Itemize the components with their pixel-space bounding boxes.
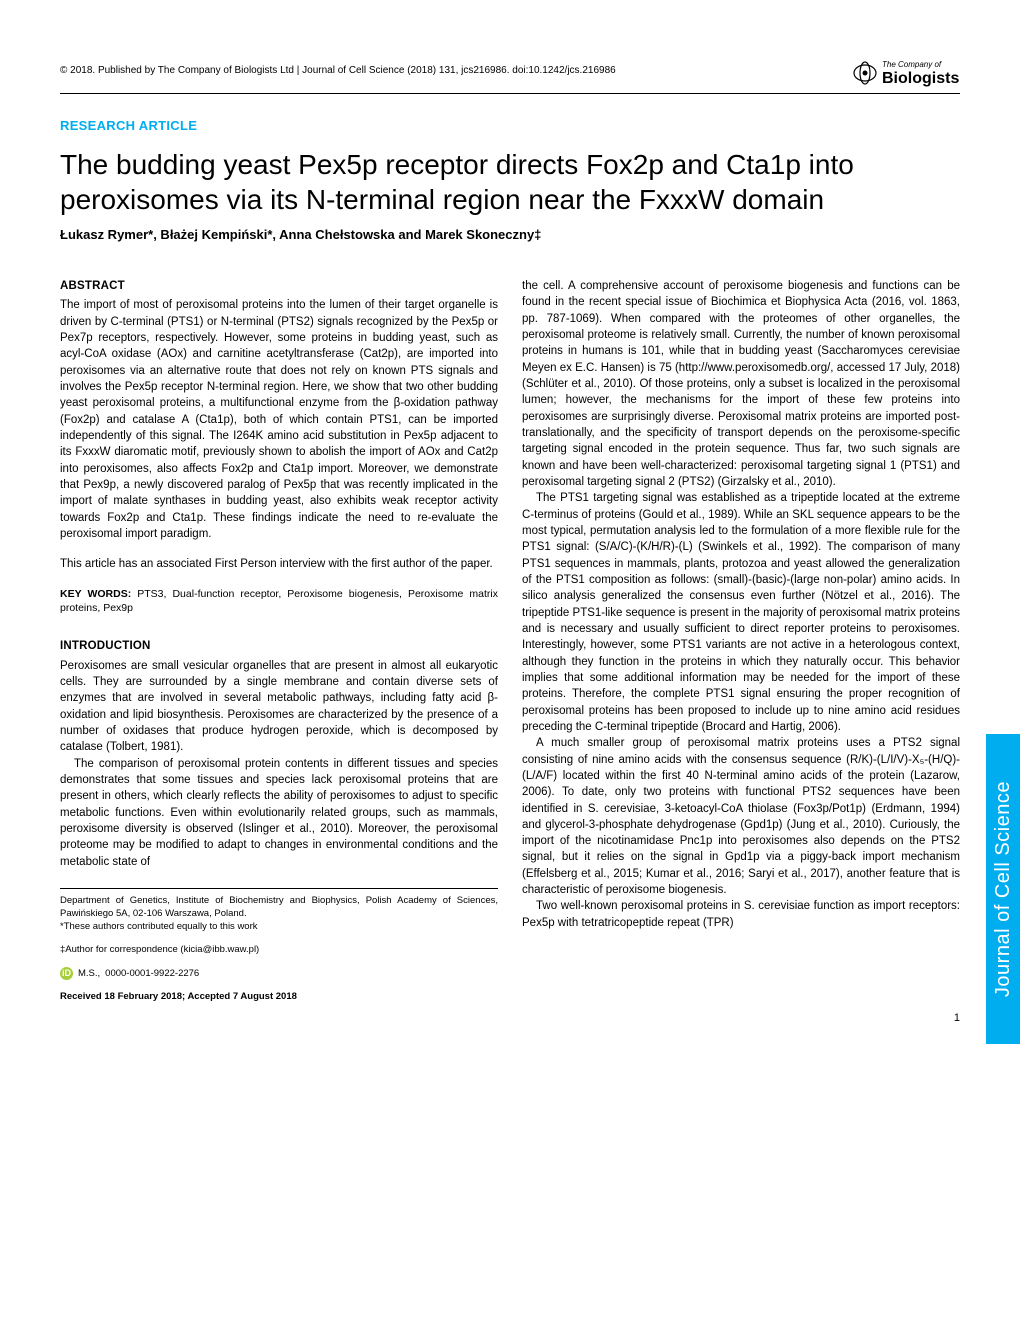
- introduction-body: Peroxisomes are small vesicular organell…: [60, 658, 498, 870]
- affiliation-text: Department of Genetics, Institute of Bio…: [60, 895, 498, 919]
- intro-p1: Peroxisomes are small vesicular organell…: [60, 658, 498, 756]
- correspondence: ‡Author for correspondence (kicia@ibb.wa…: [60, 943, 498, 956]
- journal-side-tab: Journal of Cell Science: [986, 734, 1020, 1044]
- publisher-logo: The Company of Biologists: [850, 55, 960, 91]
- abstract-text: The import of most of peroxisomal protei…: [60, 297, 498, 542]
- left-column: ABSTRACT The import of most of peroxisom…: [60, 278, 498, 1004]
- right-p4: Two well-known peroxisomal proteins in S…: [522, 898, 960, 931]
- svg-text:Biologists: Biologists: [882, 70, 959, 87]
- footer-divider: Department of Genetics, Institute of Bio…: [60, 888, 498, 1004]
- affiliation-block: Department of Genetics, Institute of Bio…: [60, 895, 498, 933]
- article-dates: Received 18 February 2018; Accepted 7 Au…: [60, 990, 498, 1003]
- article-title: The budding yeast Pex5p receptor directs…: [60, 147, 960, 217]
- right-p1: the cell. A comprehensive account of per…: [522, 278, 960, 490]
- right-column: the cell. A comprehensive account of per…: [522, 278, 960, 1004]
- two-column-layout: ABSTRACT The import of most of peroxisom…: [60, 278, 960, 1004]
- intro-p2: The comparison of peroxisomal protein co…: [60, 756, 498, 870]
- biologists-logo-icon: The Company of Biologists: [850, 55, 960, 91]
- right-p3: A much smaller group of peroxisomal matr…: [522, 735, 960, 898]
- equal-contrib: *These authors contributed equally to th…: [60, 921, 258, 932]
- introduction-heading: INTRODUCTION: [60, 638, 498, 654]
- keywords: KEY WORDS: PTS3, Dual-function receptor,…: [60, 587, 498, 617]
- svg-text:The Company of: The Company of: [882, 60, 942, 69]
- header-row: © 2018. Published by The Company of Biol…: [60, 55, 960, 94]
- page-number: 1: [954, 1012, 960, 1024]
- page: © 2018. Published by The Company of Biol…: [0, 0, 1020, 1044]
- abstract-heading: ABSTRACT: [60, 278, 498, 294]
- header-copyright: © 2018. Published by The Company of Biol…: [60, 55, 616, 76]
- orcid-icon: iD: [60, 967, 73, 980]
- right-p2: The PTS1 targeting signal was establishe…: [522, 490, 960, 735]
- first-person-note: This article has an associated First Per…: [60, 556, 498, 572]
- orcid-row: iD M.S., 0000-0001-9922-2276: [60, 967, 498, 980]
- orcid-initials: M.S.,: [78, 967, 100, 980]
- keywords-label: KEY WORDS:: [60, 588, 131, 600]
- article-type: RESEARCH ARTICLE: [60, 118, 960, 133]
- side-tab-label: Journal of Cell Science: [992, 781, 1015, 997]
- author-list: Łukasz Rymer*, Błażej Kempiński*, Anna C…: [60, 227, 960, 242]
- orcid-id: 0000-0001-9922-2276: [105, 967, 199, 980]
